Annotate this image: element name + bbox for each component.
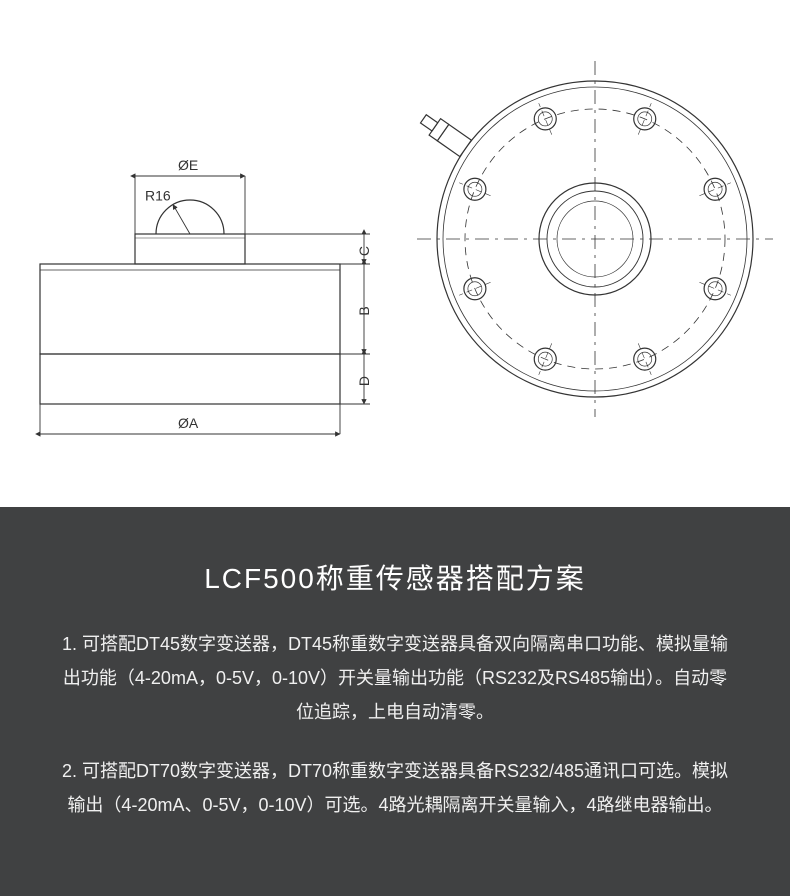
product-title: LCF500称重传感器搭配方案 [204,557,586,597]
svg-text:D: D [356,375,372,385]
svg-text:ØE: ØE [178,157,198,173]
side-view-drawing: R16 ØE ØA C B D [10,44,390,464]
svg-text:ØA: ØA [178,415,199,431]
description-panel: LCF500称重传感器搭配方案 1. 可搭配DT45数字变送器，DT45称重数字… [0,507,790,896]
paragraph-2: 2. 可搭配DT70数字变送器，DT70称重数字变送器具备RS232/485通讯… [60,754,730,822]
top-view-drawing [410,44,780,464]
svg-text:R16: R16 [145,187,171,203]
svg-text:C: C [356,245,372,255]
paragraph-1: 1. 可搭配DT45数字变送器，DT45称重数字变送器具备双向隔离串口功能、模拟… [60,627,730,730]
svg-text:B: B [356,306,372,315]
diagram-panel: R16 ØE ØA C B D [0,0,790,507]
